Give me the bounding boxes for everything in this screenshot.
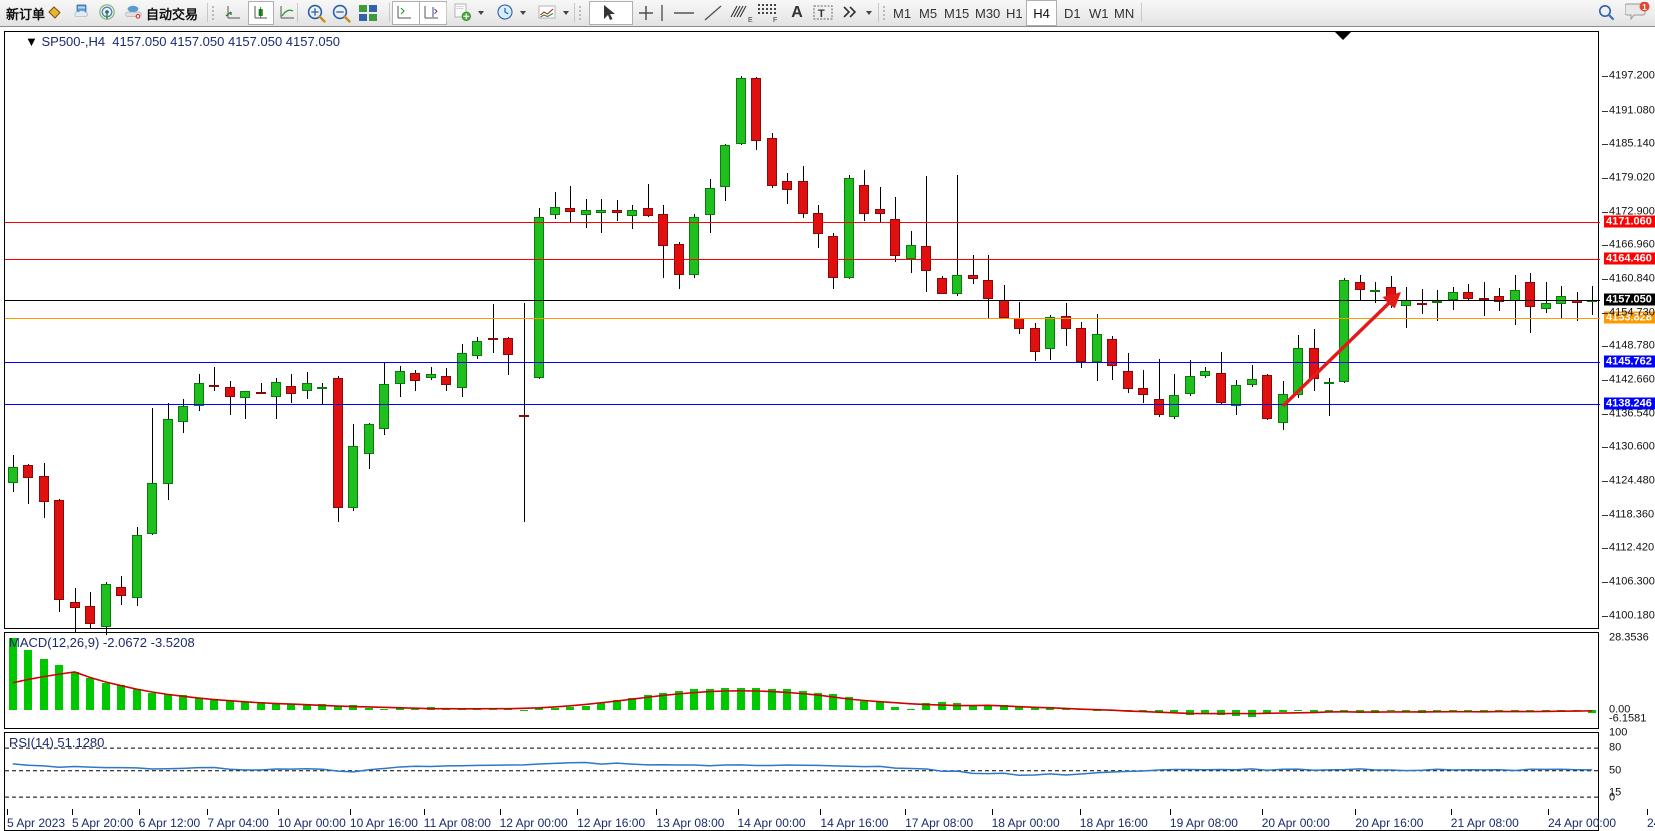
svg-text:1: 1: [1642, 3, 1647, 12]
svg-text:T: T: [818, 8, 825, 20]
svg-text:F: F: [773, 17, 777, 23]
svg-text:E: E: [748, 17, 753, 23]
